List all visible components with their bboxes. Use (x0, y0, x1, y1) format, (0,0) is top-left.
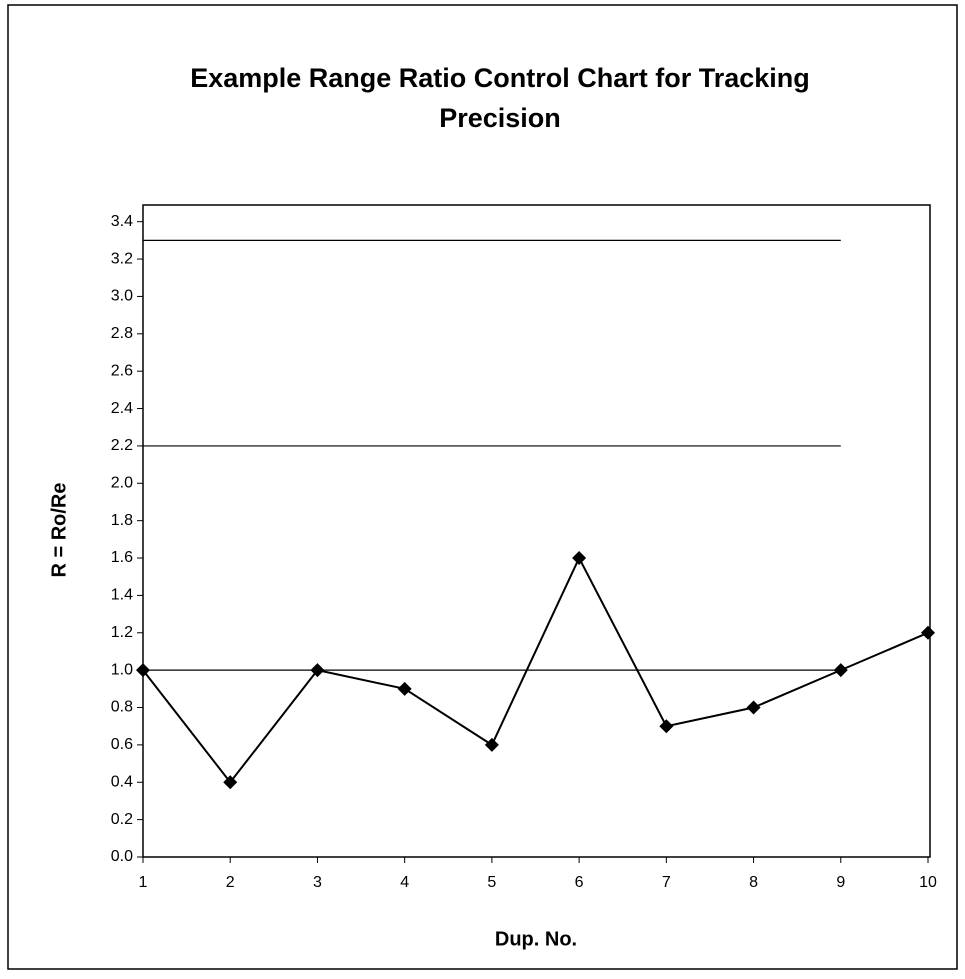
y-tick-label: 0.6 (111, 736, 133, 753)
y-tick-label: 3.0 (111, 288, 133, 305)
y-tick-label: 2.2 (111, 437, 133, 454)
marker (136, 663, 150, 678)
marker (310, 663, 325, 678)
frame (7, 4, 958, 970)
marker (659, 719, 674, 734)
x-tick-label: 4 (400, 874, 409, 891)
marker (397, 681, 412, 696)
x-tick-label: 8 (749, 874, 758, 891)
marker (746, 700, 761, 715)
marker (484, 737, 499, 752)
plot-area (142, 204, 931, 858)
x-axis-title: Dup. No. (495, 928, 577, 950)
y-tick-label: 2.4 (111, 400, 133, 417)
x-tick-label: 7 (662, 874, 671, 891)
chart-title: Example Range Ratio Control Chart for Tr… (190, 63, 810, 93)
x-tick-label: 3 (313, 874, 322, 891)
x-tick-label: 9 (836, 874, 845, 891)
x-tick-label: 6 (575, 874, 584, 891)
y-tick-label: 3.4 (111, 213, 133, 230)
chart-title: Precision (439, 103, 561, 133)
y-tick-label: 0.4 (111, 773, 133, 790)
y-tick-label: 0.8 (111, 699, 133, 716)
y-tick-label: 0.2 (111, 811, 133, 828)
x-tick-label: 10 (919, 874, 937, 891)
marker (921, 625, 935, 640)
marker (223, 775, 238, 790)
y-axis-title: R = Ro/Re (48, 482, 70, 577)
y-tick-label: 2.0 (111, 475, 133, 492)
y-tick-label: 0.0 (111, 848, 133, 865)
x-tick-label: 2 (226, 874, 235, 891)
x-tick-label: 1 (139, 874, 148, 891)
y-tick-label: 1.8 (111, 512, 133, 529)
y-tick-label: 3.2 (111, 250, 133, 267)
y-tick-label: 2.6 (111, 362, 133, 379)
data-line (142, 555, 929, 784)
x-tick-label: 5 (487, 874, 496, 891)
y-tick-label: 1.2 (111, 624, 133, 641)
y-tick-label: 1.0 (111, 661, 133, 678)
y-tick-label: 2.8 (111, 325, 133, 342)
marker (833, 663, 848, 678)
marker (572, 551, 587, 566)
y-tick-label: 1.4 (111, 587, 133, 604)
y-tick-label: 1.6 (111, 549, 133, 566)
